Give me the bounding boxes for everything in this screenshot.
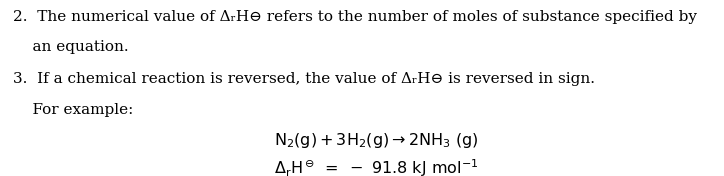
Text: 2.  The numerical value of ΔᵣH⊖ refers to the number of moles of substance speci: 2. The numerical value of ΔᵣH⊖ refers to…: [13, 10, 697, 24]
Text: 3.  If a chemical reaction is reversed, the value of ΔᵣH⊖ is reversed in sign.: 3. If a chemical reaction is reversed, t…: [13, 72, 595, 86]
Text: $\mathrm{N_2(g) + 3H_2(g) \rightarrow 2NH_3\ (g)}$: $\mathrm{N_2(g) + 3H_2(g) \rightarrow 2N…: [274, 131, 479, 150]
Text: For example:: For example:: [13, 103, 133, 117]
Text: $\mathrm{\Delta_r H^\ominus \ = \ -\ 91.8\ kJ\ mol^{-1}}$: $\mathrm{\Delta_r H^\ominus \ = \ -\ 91.…: [274, 158, 479, 176]
Text: an equation.: an equation.: [13, 40, 129, 55]
